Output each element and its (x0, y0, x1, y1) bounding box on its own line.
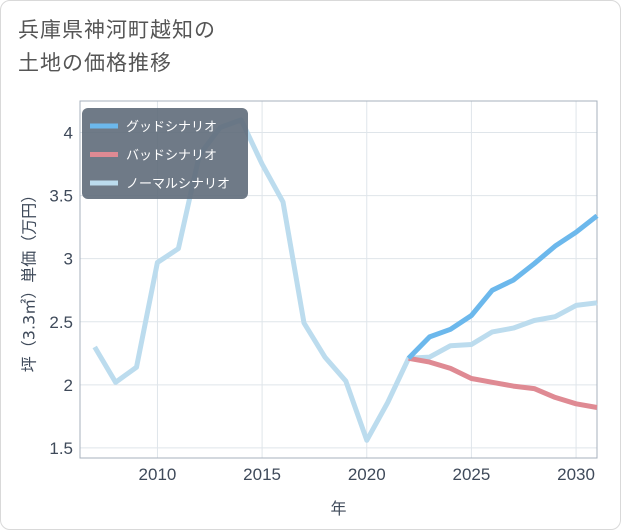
plot-frame (79, 100, 598, 459)
x-tick-label: 2025 (452, 465, 490, 484)
series-lines (92, 117, 599, 443)
legend-label: ノーマルシナリオ (126, 177, 230, 192)
y-tick-label: 3.5 (49, 187, 73, 206)
x-tick-label: 2010 (139, 465, 177, 484)
legend-label: グッドシナリオ (126, 120, 217, 135)
title-line-1: 兵庫県神河町越知の (18, 18, 216, 42)
y-tick-label: 3 (64, 250, 73, 269)
legend-label: バッドシナリオ (126, 149, 217, 164)
tick-labels: 1.5 2 2.5 3 3.5 4 2010 2015 2020 2025 2030 (49, 124, 595, 484)
y-tick-label: 2.5 (49, 313, 73, 332)
y-tick-label: 4 (64, 124, 73, 143)
x-tick-label: 2015 (243, 465, 281, 484)
x-tick-label: 2020 (348, 465, 386, 484)
title-line-2: 土地の価格推移 (18, 51, 172, 75)
chart-title: 兵庫県神河町越知の 土地の価格推移 (18, 14, 216, 80)
y-tick-label: 1.5 (49, 439, 73, 458)
legend-box (82, 108, 248, 199)
series-line (406, 213, 599, 361)
series-line (92, 117, 598, 443)
series-line (408, 355, 598, 410)
y-axis-title: 坪（3.3㎡）単価（万円） (20, 187, 39, 372)
x-axis-title: 年 (330, 499, 346, 518)
x-tick-label: 2030 (557, 465, 595, 484)
y-tick-label: 2 (64, 376, 73, 395)
